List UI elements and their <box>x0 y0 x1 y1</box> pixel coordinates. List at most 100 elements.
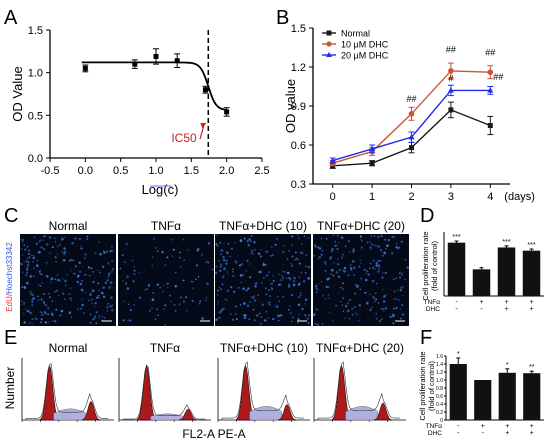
cell-nucleus <box>54 290 57 293</box>
cell-nucleus <box>258 312 261 315</box>
cell-nucleus <box>107 302 110 305</box>
cell-nucleus <box>108 286 111 289</box>
cell-nucleus <box>269 255 272 257</box>
cell-nucleus <box>357 319 360 322</box>
cell-nucleus <box>373 268 376 270</box>
cell-nucleus <box>282 276 285 279</box>
cell-nucleus <box>105 250 109 253</box>
cell-nucleus <box>250 235 253 237</box>
y-tick-label-b: 0.9 <box>291 101 306 113</box>
cell-nucleus <box>78 238 81 241</box>
cell-nucleus <box>335 304 338 307</box>
cell-nucleus <box>249 301 251 304</box>
cell-nucleus <box>351 260 355 263</box>
cell-nucleus <box>389 315 392 319</box>
cell-nucleus <box>365 291 368 294</box>
condition-sign: + <box>504 299 508 306</box>
overall-histogram <box>25 363 109 420</box>
cell-nucleus <box>99 253 102 256</box>
cell-nucleus <box>395 277 398 280</box>
cell-nucleus <box>375 264 378 267</box>
cell-nucleus <box>171 255 174 257</box>
cell-nucleus <box>226 289 229 292</box>
cell-nucleus <box>36 318 39 320</box>
cell-nucleus <box>206 282 209 285</box>
legend-label: 10 μM DHC <box>341 40 389 50</box>
cell-nucleus <box>358 304 361 307</box>
significance-stars: *** <box>527 242 535 249</box>
cell-nucleus <box>350 265 352 268</box>
cell-nucleus <box>92 280 95 284</box>
cell-nucleus <box>170 300 172 303</box>
cell-nucleus <box>386 244 389 247</box>
cell-nucleus <box>138 271 140 274</box>
cell-nucleus <box>70 269 73 271</box>
cell-nucleus <box>274 243 277 246</box>
cell-nucleus <box>318 247 322 250</box>
cell-nucleus <box>46 275 49 278</box>
cell-nucleus <box>21 247 23 250</box>
axes-b: 0 1 2 3 4 (days) 0.3 0.6 0.9 1.2 1.5 <box>291 23 535 203</box>
cell-nucleus <box>40 273 43 276</box>
cell-nucleus <box>51 246 54 249</box>
ic50-arrow <box>199 123 205 140</box>
cell-nucleus <box>282 244 285 247</box>
histogram-title: Normal <box>49 341 88 355</box>
s-phase <box>150 413 185 421</box>
cell-nucleus <box>325 297 327 300</box>
cell-nucleus <box>353 274 355 277</box>
cell-nucleus <box>132 280 135 282</box>
cell-nucleus <box>106 306 109 309</box>
cell-nucleus <box>244 314 247 317</box>
cell-nucleus <box>406 266 409 269</box>
cell-nucleus <box>162 290 164 293</box>
cell-nucleus <box>294 277 296 280</box>
legend-marker <box>326 41 332 47</box>
data-point-b <box>487 123 493 128</box>
cell-nucleus <box>271 317 275 321</box>
cell-nucleus <box>220 309 223 312</box>
cell-nucleus <box>395 297 398 300</box>
cell-nucleus <box>342 282 344 285</box>
condition-sign: + <box>505 423 509 430</box>
cell-nucleus <box>371 248 373 250</box>
cell-nucleus <box>372 266 374 269</box>
cell-nucleus <box>287 308 290 311</box>
panel-c: C EdU/Hoechst33342 Normal TNFα TNFα+DHC (1… <box>4 205 409 326</box>
cell-nucleus <box>243 316 247 319</box>
cell-nucleus <box>250 296 253 298</box>
g2-peak <box>373 402 393 421</box>
cell-nucleus <box>252 295 255 298</box>
cell-nucleus <box>191 281 194 283</box>
panel-label-f: F <box>420 327 432 349</box>
cell-nucleus <box>26 271 28 274</box>
cell-nucleus <box>331 248 334 251</box>
cell-nucleus <box>396 289 399 291</box>
cell-nucleus <box>265 274 269 277</box>
cell-nucleus <box>401 313 405 316</box>
x-tick-label-b: 4 <box>487 191 493 203</box>
cell-nucleus <box>383 251 386 255</box>
cell-nucleus <box>327 286 330 289</box>
cell-nucleus <box>129 308 132 312</box>
cell-nucleus <box>72 242 75 244</box>
cell-nucleus <box>191 299 194 303</box>
cell-nucleus <box>63 247 66 250</box>
cell-nucleus <box>36 259 39 262</box>
cell-nucleus <box>217 245 220 247</box>
cell-nucleus <box>55 289 59 293</box>
cell-nucleus <box>173 303 176 306</box>
cell-nucleus <box>58 243 61 246</box>
cell-nucleus <box>20 263 23 266</box>
cell-nucleus <box>23 244 26 247</box>
cell-nucleus <box>87 266 91 269</box>
cell-nucleus <box>179 251 182 254</box>
cell-nucleus <box>214 271 218 275</box>
cell-nucleus <box>286 277 288 279</box>
cell-nucleus <box>182 300 186 303</box>
cell-nucleus <box>240 281 243 284</box>
cell-nucleus <box>234 242 236 244</box>
cell-nucleus <box>232 271 234 273</box>
cell-nucleus <box>321 323 324 325</box>
cell-nucleus <box>334 244 337 248</box>
